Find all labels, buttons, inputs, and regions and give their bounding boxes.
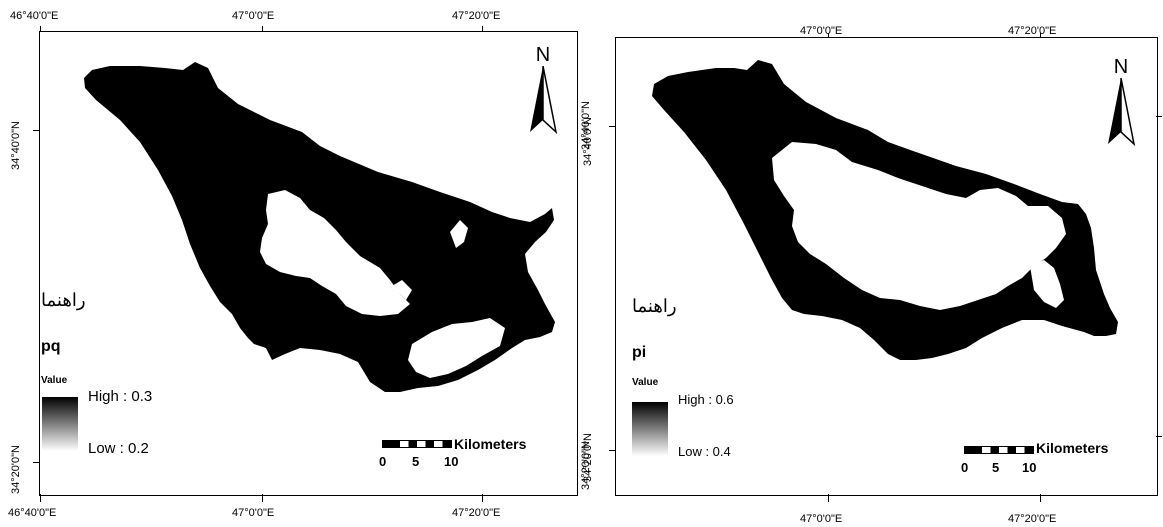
map-frame bbox=[615, 37, 1158, 496]
scale-tick-0: 0 bbox=[379, 454, 387, 469]
left-tick-label-1: 34°40'0"N bbox=[582, 117, 594, 166]
region-shape bbox=[652, 60, 1118, 360]
left-tick-label-2: 34°20'0"N bbox=[10, 445, 22, 494]
bottom-tick-label-3: 47°20'0"E bbox=[452, 507, 501, 519]
left-tick-label-1: 34°40'0"N bbox=[10, 121, 22, 170]
north-letter: N bbox=[1113, 56, 1129, 78]
legend-low-label: Low : 0.4 bbox=[678, 444, 731, 459]
north-arrow: N bbox=[1106, 56, 1136, 147]
north-arrow-icon bbox=[530, 66, 558, 135]
scale-tick-0: 0 bbox=[961, 460, 969, 475]
top-tick-label-3: 47°20'0"E bbox=[452, 10, 501, 22]
bottom-tick-label-2: 47°20'0"E bbox=[1008, 513, 1057, 525]
legend-value-label: Value bbox=[41, 375, 68, 386]
north-letter: N bbox=[535, 44, 551, 66]
map-panel-pi: 47°0'0"E 47°20'0"E 47°0'0"E 47°20'0"E 34… bbox=[582, 0, 1163, 527]
scale-tick-5: 5 bbox=[992, 460, 1000, 475]
top-tick-label-1: 46°40'0"E bbox=[10, 10, 59, 22]
legend-layer-name: pi bbox=[632, 344, 647, 361]
legend-high-label: High : 0.3 bbox=[88, 388, 153, 405]
scale-unit: Kilometers bbox=[1036, 440, 1109, 456]
bottom-tick-label-2: 47°0'0"E bbox=[232, 507, 275, 519]
map-frame bbox=[39, 31, 578, 496]
legend-value-label: Value bbox=[632, 377, 659, 388]
north-arrow-icon bbox=[1108, 78, 1136, 147]
scale-tick-10: 10 bbox=[1022, 460, 1037, 475]
map-panel-pq: 46°40'0"E 47°0'0"E 47°20'0"E 46°40'0"E 4… bbox=[0, 0, 592, 527]
top-tick-label-2: 47°0'0"E bbox=[232, 10, 275, 22]
scale-bar: Kilometers 0 5 10 bbox=[379, 436, 562, 476]
legend-gradient bbox=[632, 402, 668, 456]
scale-tick-10: 10 bbox=[444, 454, 459, 469]
top-tick-label-2: 47°20'0"E bbox=[1008, 25, 1057, 37]
legend-gradient bbox=[42, 397, 78, 451]
scale-tick-5: 5 bbox=[412, 454, 420, 469]
north-arrow: N bbox=[528, 44, 558, 135]
region-shape bbox=[84, 62, 555, 392]
legend-title: راهنما bbox=[632, 296, 677, 316]
legend-high-label: High : 0.6 bbox=[678, 392, 734, 407]
legend-layer-name: pq bbox=[41, 338, 61, 355]
scale-bar: Kilometers 0 5 10 bbox=[961, 440, 1144, 480]
left-tick-label-2: 34°20'0"N bbox=[582, 433, 594, 482]
scale-unit: Kilometers bbox=[454, 436, 527, 452]
legend-title: راهنما bbox=[41, 290, 86, 310]
bottom-tick-label-1: 46°40'0"E bbox=[8, 507, 57, 519]
bottom-tick-label-1: 47°0'0"E bbox=[800, 513, 843, 525]
legend-low-label: Low : 0.2 bbox=[88, 440, 149, 457]
top-tick-label-1: 47°0'0"E bbox=[800, 25, 843, 37]
